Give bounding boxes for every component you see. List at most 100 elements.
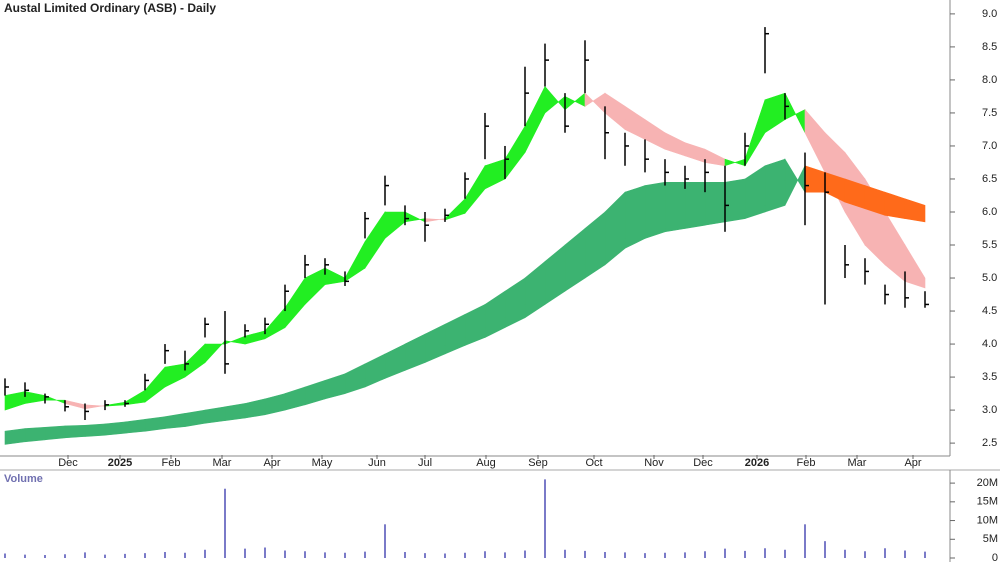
volume-bar xyxy=(424,553,426,558)
ma-ribbon-segment xyxy=(624,185,646,249)
volume-bar xyxy=(584,550,586,558)
volume-bar xyxy=(404,552,406,558)
volume-bar xyxy=(224,488,226,558)
volume-bar xyxy=(244,548,246,558)
volume-bar xyxy=(504,552,506,558)
x-tick-label: Feb xyxy=(797,457,816,469)
volume-bar xyxy=(4,553,6,558)
volume-bar xyxy=(464,552,466,558)
volume-bar xyxy=(904,550,906,558)
y-tick-label: 3.0 xyxy=(982,404,997,416)
y-tick-label: 5.0 xyxy=(982,272,997,284)
volume-bar xyxy=(844,549,846,558)
volume-tick-label: 0 xyxy=(992,552,998,562)
volume-bar xyxy=(204,549,206,558)
volume-tick-label: 20M xyxy=(977,477,998,489)
ma-ribbon-segment xyxy=(224,403,246,422)
volume-bar xyxy=(24,554,26,558)
x-tick-label: Oct xyxy=(585,457,602,469)
volume-bar xyxy=(884,548,886,558)
x-tick-label: Apr xyxy=(904,457,921,469)
ma-ribbon-segment xyxy=(124,418,146,434)
volume-bar xyxy=(684,552,686,558)
volume-bar xyxy=(164,552,166,558)
volume-bar xyxy=(304,551,306,558)
volume-bar xyxy=(64,554,66,558)
x-tick-label: Feb xyxy=(162,457,181,469)
ma-ribbon-segment xyxy=(64,424,86,439)
y-tick-label: 6.5 xyxy=(982,173,997,185)
volume-bar xyxy=(264,547,266,558)
volume-bar xyxy=(444,553,446,558)
ma-ribbon-segment xyxy=(84,423,106,437)
x-tick-label: Jun xyxy=(368,457,386,469)
x-tick-label: Mar xyxy=(848,457,867,469)
volume-bar xyxy=(704,551,706,558)
ma-ribbon-segment xyxy=(144,416,166,432)
x-tick-label: Dec xyxy=(693,457,713,469)
volume-bar xyxy=(184,552,186,558)
x-tick-label: Aug xyxy=(476,457,496,469)
ma-ribbon-segment xyxy=(44,425,66,441)
volume-bar xyxy=(744,550,746,558)
volume-bar xyxy=(144,553,146,558)
y-tick-label: 8.0 xyxy=(982,74,997,86)
y-tick-label: 7.5 xyxy=(982,107,997,119)
volume-bar xyxy=(44,555,46,558)
x-tick-label: 2025 xyxy=(108,457,132,469)
volume-bar xyxy=(824,541,826,558)
volume-bar xyxy=(664,552,666,558)
y-tick-label: 2.5 xyxy=(982,437,997,449)
volume-bar xyxy=(344,552,346,558)
ma-ribbon-segment xyxy=(764,158,786,213)
volume-bar xyxy=(804,524,806,558)
x-tick-label: Dec xyxy=(58,457,78,469)
ma-ribbon-segment xyxy=(724,178,746,223)
volume-bar xyxy=(124,553,126,558)
y-tick-label: 3.5 xyxy=(982,371,997,383)
volume-title: Volume xyxy=(4,473,43,485)
ma-ribbon-segment xyxy=(644,181,666,239)
volume-bar xyxy=(104,554,106,558)
y-tick-label: 6.0 xyxy=(982,206,997,218)
y-tick-label: 5.5 xyxy=(982,239,997,251)
ma-ribbon-segment xyxy=(24,426,46,443)
volume-bar xyxy=(864,551,866,558)
volume-bar xyxy=(624,552,626,558)
volume-bar xyxy=(724,548,726,558)
y-tick-label: 9.0 xyxy=(982,8,997,20)
y-tick-label: 4.5 xyxy=(982,305,997,317)
volume-bar xyxy=(784,549,786,558)
volume-bar xyxy=(84,552,86,558)
volume-bar xyxy=(484,551,486,558)
volume-bar xyxy=(764,548,766,558)
volume-bar xyxy=(544,479,546,558)
y-tick-label: 8.5 xyxy=(982,41,997,53)
volume-bar xyxy=(524,550,526,558)
volume-bar xyxy=(924,551,926,558)
ma-ribbon-segment xyxy=(904,198,926,223)
ma-ribbon-segment xyxy=(904,243,926,289)
ma-ribbon-segment xyxy=(684,181,706,229)
volume-bar xyxy=(284,550,286,558)
volume-tick-label: 10M xyxy=(977,514,998,526)
volume-bar xyxy=(324,552,326,558)
x-tick-label: Sep xyxy=(528,457,548,469)
volume-bar xyxy=(384,524,386,558)
volume-bar xyxy=(604,552,606,558)
volume-bar xyxy=(564,549,566,558)
ma-ribbon-segment xyxy=(704,181,726,226)
x-tick-label: Nov xyxy=(644,457,664,469)
chart-title: Austal Limited Ordinary (ASB) - Daily xyxy=(4,1,216,15)
x-tick-label: 2026 xyxy=(745,457,769,469)
ma-ribbon-segment xyxy=(104,421,126,436)
ma-ribbon-segment xyxy=(664,181,686,233)
y-tick-label: 7.0 xyxy=(982,140,997,152)
volume-tick-label: 15M xyxy=(977,496,998,508)
volume-bar xyxy=(364,551,366,558)
x-tick-label: Jul xyxy=(418,457,432,469)
y-tick-label: 4.0 xyxy=(982,338,997,350)
ma-ribbon-segment xyxy=(4,428,26,445)
